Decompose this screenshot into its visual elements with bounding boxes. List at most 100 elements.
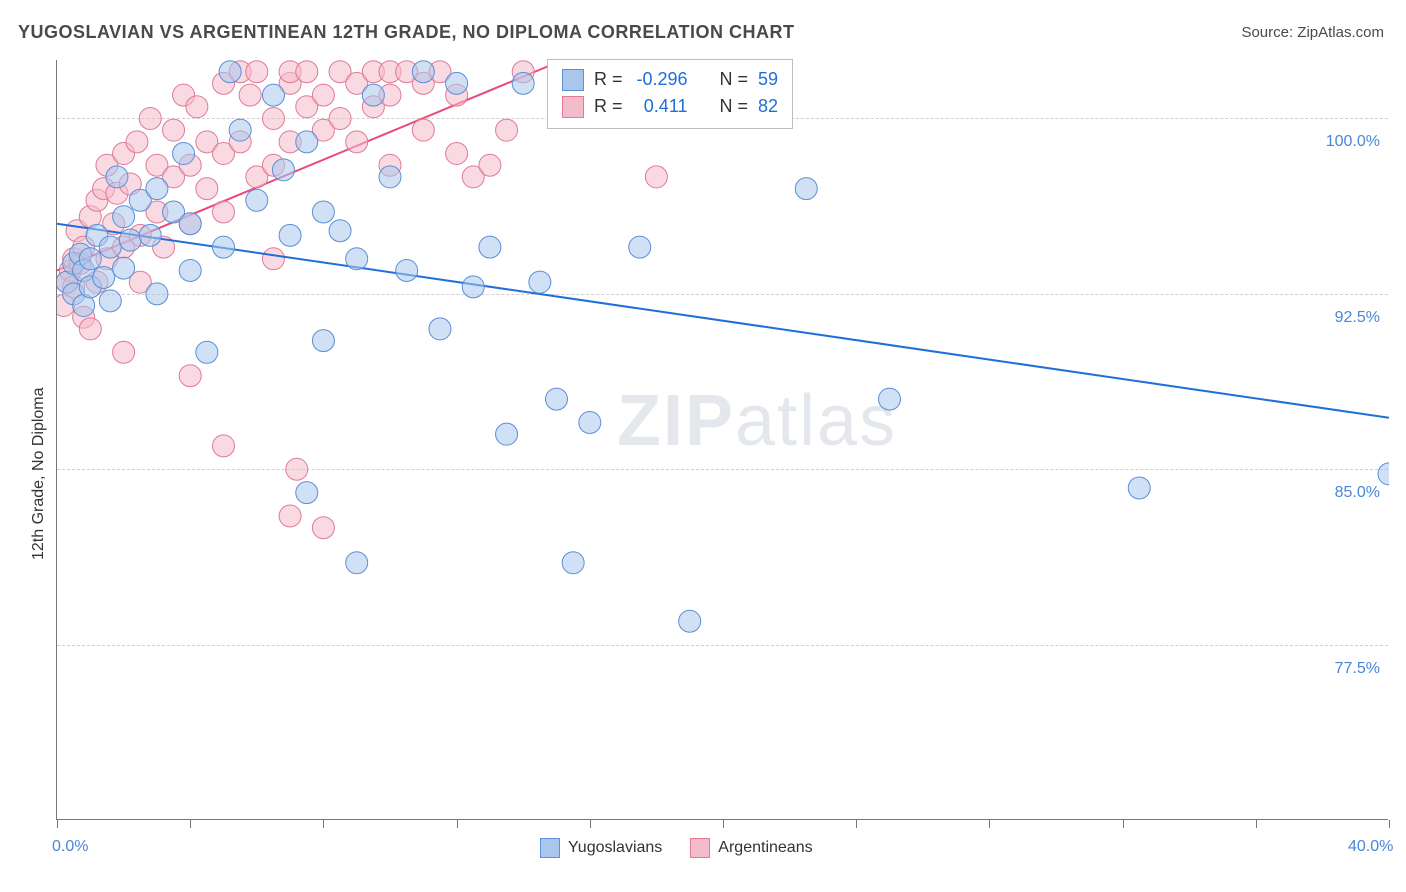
data-point: [246, 189, 268, 211]
data-point: [139, 224, 161, 246]
data-point: [296, 482, 318, 504]
swatch-argentineans-icon: [562, 96, 584, 118]
stats-row-yugoslavians: R = -0.296 N = 59: [562, 66, 778, 93]
data-point: [412, 61, 434, 83]
data-point: [562, 552, 584, 574]
data-point: [429, 318, 451, 340]
data-point: [179, 213, 201, 235]
data-point: [645, 166, 667, 188]
data-point: [239, 84, 261, 106]
data-point: [479, 154, 501, 176]
legend-swatch-yugoslavians-icon: [540, 838, 560, 858]
data-point: [546, 388, 568, 410]
data-point: [362, 84, 384, 106]
data-point: [446, 72, 468, 94]
data-point: [99, 236, 121, 258]
data-point: [446, 143, 468, 165]
data-point: [312, 517, 334, 539]
y-tick-label: 92.5%: [1320, 309, 1380, 327]
x-tick-mark: [1389, 820, 1390, 828]
data-point: [279, 505, 301, 527]
data-point: [346, 552, 368, 574]
data-point: [173, 143, 195, 165]
data-point: [312, 330, 334, 352]
data-point: [379, 166, 401, 188]
stats-legend-box: R = -0.296 N = 59 R = 0.411 N = 82: [547, 59, 793, 129]
x-min-label: 0.0%: [52, 838, 88, 856]
x-tick-mark: [989, 820, 990, 828]
x-tick-mark: [190, 820, 191, 828]
data-point: [246, 61, 268, 83]
data-point: [179, 259, 201, 281]
r-label: R =: [594, 93, 623, 120]
data-point: [196, 341, 218, 363]
chart-title: YUGOSLAVIAN VS ARGENTINEAN 12TH GRADE, N…: [18, 22, 795, 43]
x-tick-mark: [457, 820, 458, 828]
source-attribution: Source: ZipAtlas.com: [1241, 24, 1384, 41]
chart-container: YUGOSLAVIAN VS ARGENTINEAN 12TH GRADE, N…: [0, 0, 1406, 892]
data-point: [496, 119, 518, 141]
plot-area: ZIPatlas R = -0.296 N = 59 R = 0.411 N =…: [56, 60, 1388, 820]
data-point: [219, 61, 241, 83]
data-point: [1128, 477, 1150, 499]
data-point: [346, 248, 368, 270]
x-tick-mark: [57, 820, 58, 828]
x-tick-mark: [1123, 820, 1124, 828]
data-point: [186, 96, 208, 118]
data-point: [272, 159, 294, 181]
y-tick-label: 100.0%: [1320, 133, 1380, 151]
n-label: N =: [720, 66, 749, 93]
stats-row-argentineans: R = 0.411 N = 82: [562, 93, 778, 120]
data-point: [286, 458, 308, 480]
data-point: [93, 266, 115, 288]
r-value-argentineans: 0.411: [633, 93, 688, 120]
data-point: [179, 365, 201, 387]
data-point: [629, 236, 651, 258]
x-tick-mark: [323, 820, 324, 828]
data-point: [329, 220, 351, 242]
legend-label-yugoslavians: Yugoslavians: [568, 839, 662, 857]
x-tick-mark: [723, 820, 724, 828]
data-point: [139, 107, 161, 129]
data-point: [213, 236, 235, 258]
n-value-argentineans: 82: [758, 93, 778, 120]
data-point: [146, 178, 168, 200]
data-point: [279, 224, 301, 246]
data-point: [213, 201, 235, 223]
legend-label-argentineans: Argentineans: [718, 839, 812, 857]
data-point: [113, 341, 135, 363]
data-point: [119, 229, 141, 251]
trend-line: [57, 224, 1389, 418]
y-tick-label: 85.0%: [1320, 484, 1380, 502]
data-point: [795, 178, 817, 200]
data-point: [262, 84, 284, 106]
data-point: [879, 388, 901, 410]
data-point: [479, 236, 501, 258]
data-point: [512, 72, 534, 94]
data-point: [462, 276, 484, 298]
data-point: [679, 610, 701, 632]
legend-entry-yugoslavians: Yugoslavians: [540, 838, 662, 858]
legend-entry-argentineans: Argentineans: [690, 838, 812, 858]
data-point: [346, 131, 368, 153]
data-point: [146, 283, 168, 305]
r-label: R =: [594, 66, 623, 93]
y-axis-title: 12th Grade, No Diploma: [30, 387, 48, 560]
data-point: [329, 107, 351, 129]
x-tick-mark: [856, 820, 857, 828]
n-value-yugoslavians: 59: [758, 66, 778, 93]
x-tick-mark: [590, 820, 591, 828]
data-point: [113, 206, 135, 228]
bottom-legend: Yugoslavians Argentineans: [540, 838, 813, 858]
data-point: [396, 259, 418, 281]
data-point: [113, 257, 135, 279]
data-point: [579, 411, 601, 433]
legend-swatch-argentineans-icon: [690, 838, 710, 858]
data-point: [1378, 463, 1389, 485]
data-point: [496, 423, 518, 445]
data-point: [213, 435, 235, 457]
n-label: N =: [720, 93, 749, 120]
plot-svg: [57, 60, 1389, 820]
y-tick-label: 77.5%: [1320, 660, 1380, 678]
data-point: [126, 131, 148, 153]
